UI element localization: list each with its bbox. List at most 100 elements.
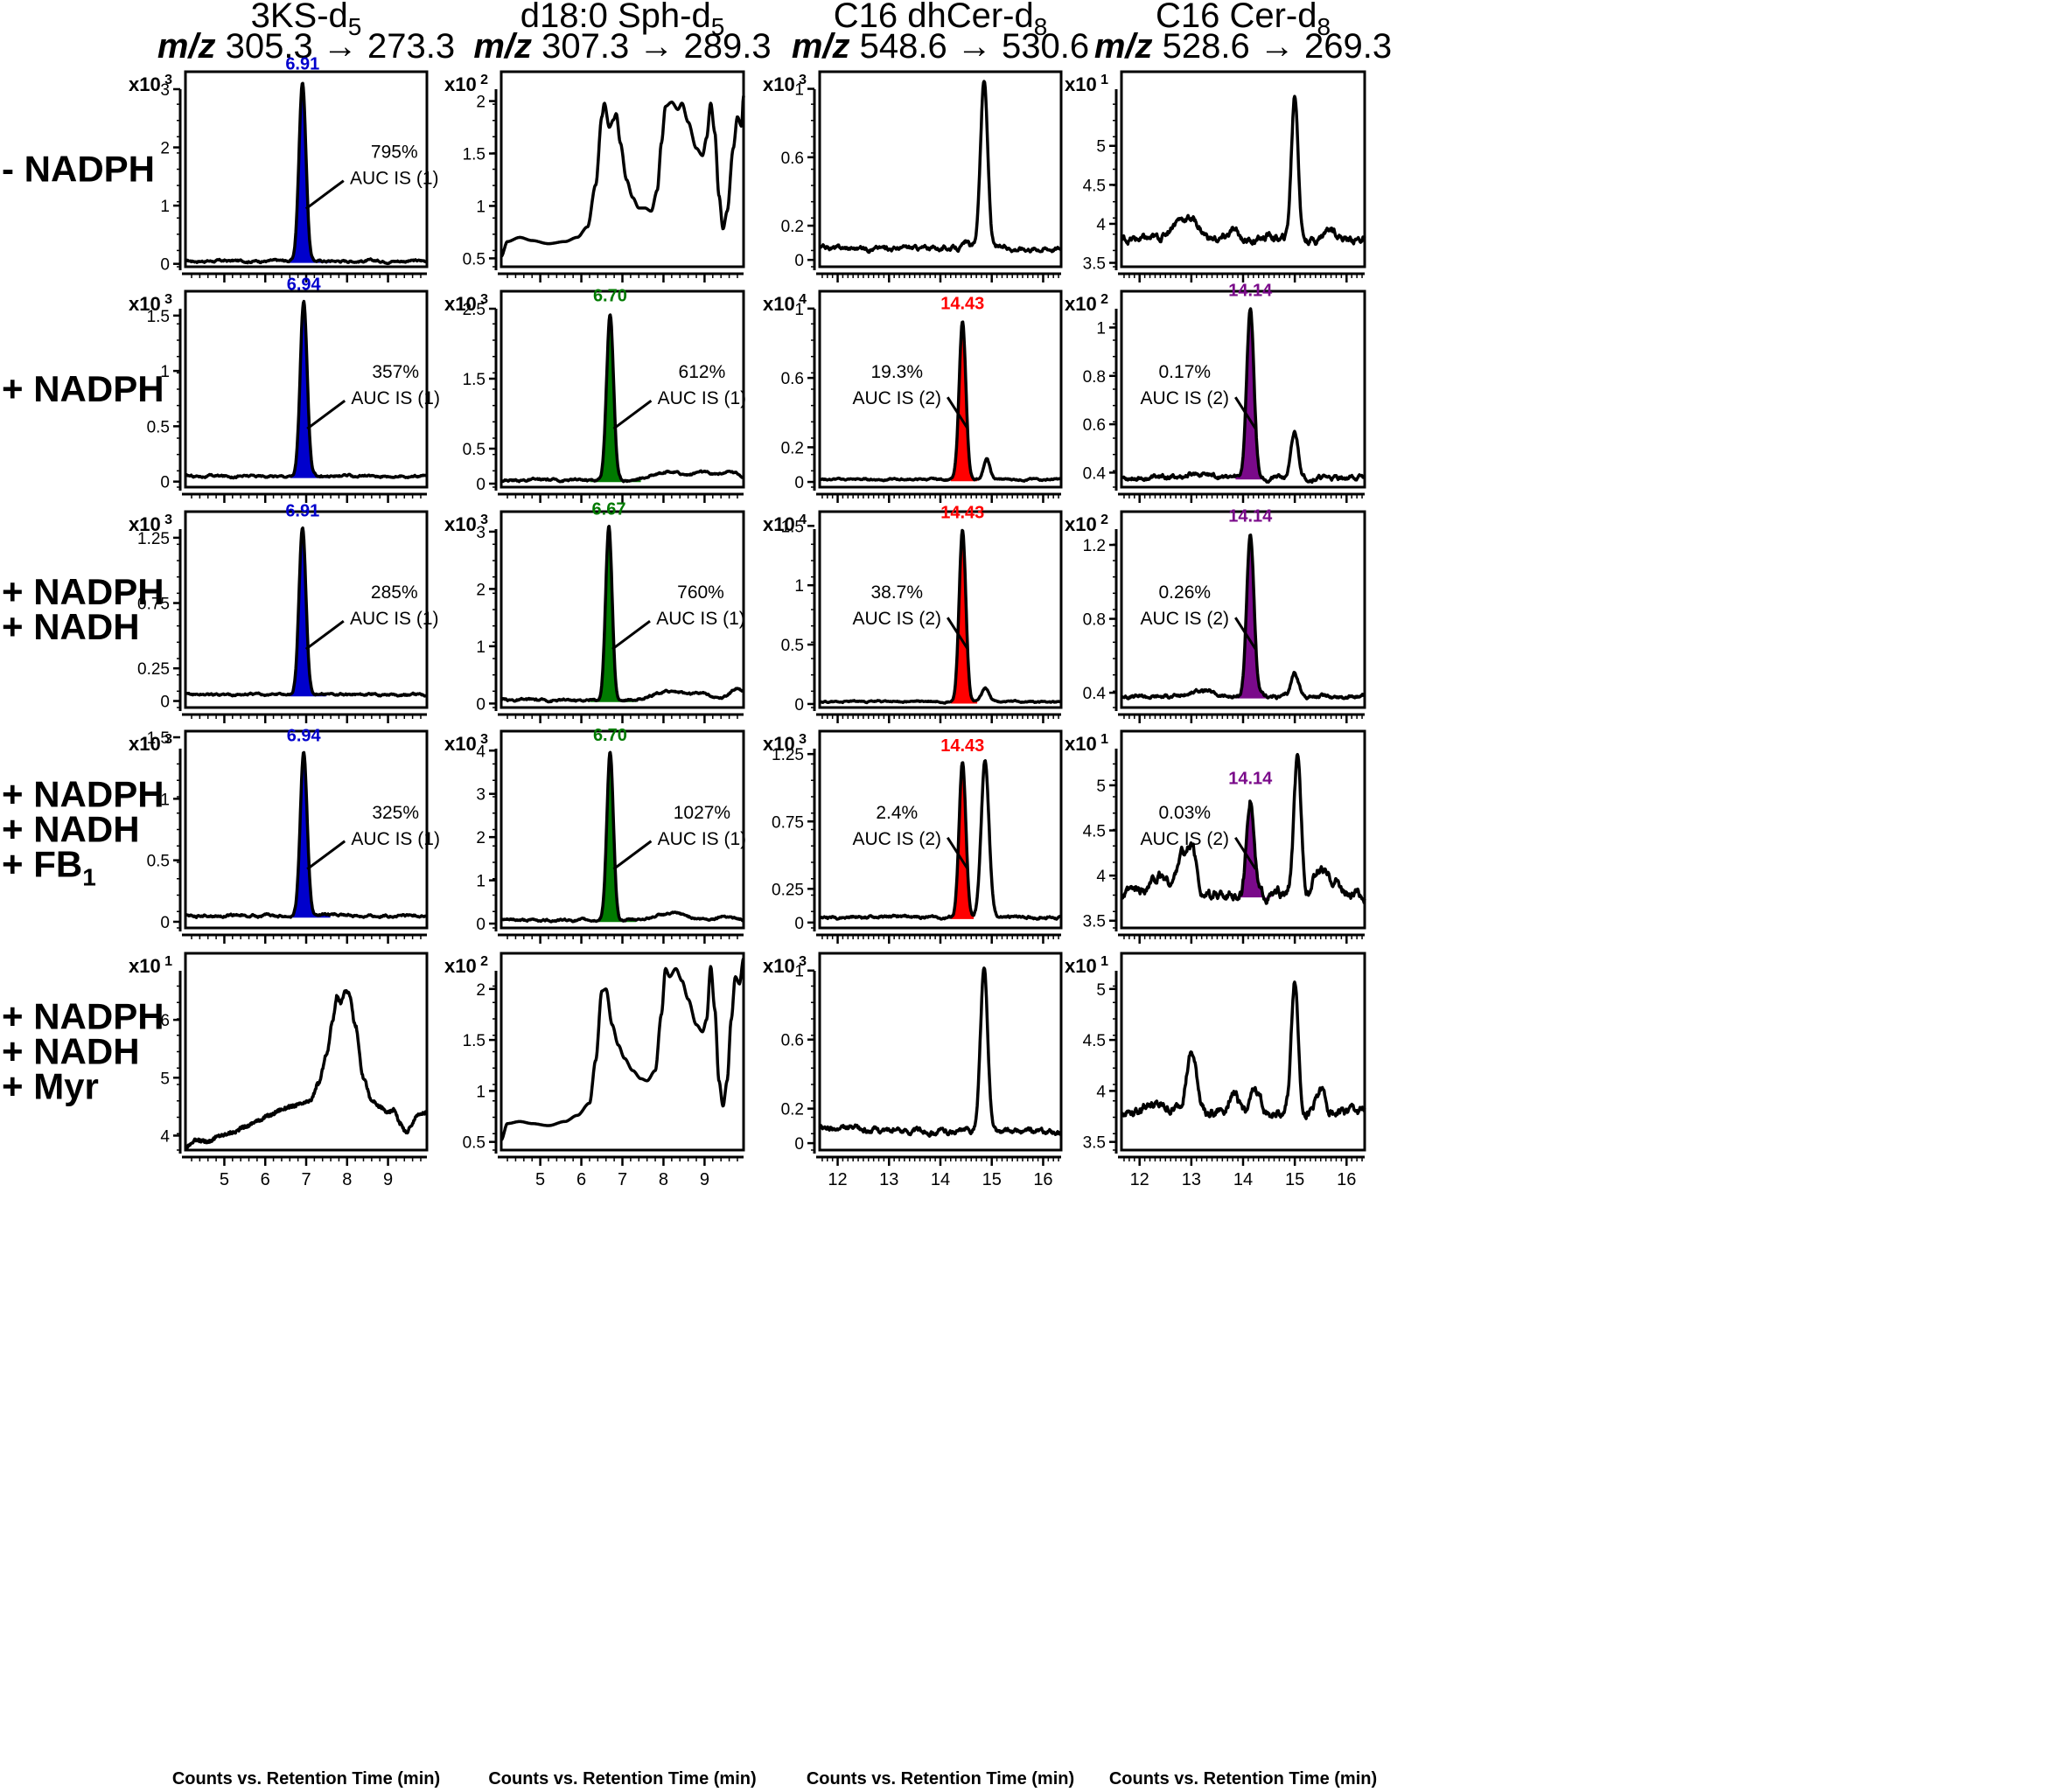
mz-label: m/z	[157, 27, 216, 66]
x-tick-label: 15	[982, 1170, 1002, 1189]
retention-time-label: 6.94	[287, 726, 322, 745]
y-multiplier-base: x10	[763, 513, 795, 535]
chromatogram-trace	[500, 95, 745, 258]
y-tick-label: 0.8	[1083, 368, 1106, 387]
y-tick-label: 0	[794, 474, 804, 492]
y-multiplier-base: x10	[763, 293, 795, 315]
y-tick-label: 4	[1096, 868, 1106, 886]
peak-area-fill	[290, 527, 326, 697]
y-tick-label: 0.8	[1083, 611, 1106, 630]
y-tick-label: 1.2	[1083, 537, 1106, 555]
y-tick-label: 1.25	[772, 746, 804, 764]
x-tick-label: 8	[659, 1170, 668, 1189]
y-multiplier-base: x10	[129, 73, 161, 95]
y-tick-label: 1	[160, 363, 170, 381]
y-multiplier: x10 1	[1065, 732, 1108, 755]
row-label: + FB1	[2, 844, 96, 891]
chromatogram-trace	[500, 313, 745, 484]
column-transition: m/z 528.6 → 269.3	[1094, 27, 1392, 66]
x-tick-label: 9	[700, 1170, 709, 1189]
auc-percent: 1027%	[674, 803, 730, 823]
y-multiplier-exponent: 3	[161, 73, 172, 87]
panel-frame	[818, 510, 1063, 709]
y-tick-label: 2	[476, 829, 486, 847]
peak-area-fill	[590, 526, 637, 702]
y-tick-label: 2	[476, 94, 486, 112]
chromatogram-trace	[500, 958, 745, 1141]
chromatogram-panel: x10 2 0.4 0.6 0.8 1 14.14 0.17% AUC IS (2)	[1065, 281, 1366, 503]
row-label-text: + NADH	[2, 1031, 140, 1072]
panel-frame	[1120, 952, 1366, 1152]
y-tick-label: 0	[794, 1135, 804, 1154]
row-label: + Myr	[2, 1066, 99, 1107]
y-tick-label: 1	[160, 791, 170, 809]
auc-percent: 795%	[371, 143, 418, 163]
row-label-text: + NADH	[2, 606, 140, 647]
auc-percent: 38.7%	[870, 582, 923, 603]
x-tick-label: 7	[618, 1170, 627, 1189]
y-tick-label: 0	[160, 474, 170, 492]
y-tick-label: 0.5	[781, 637, 804, 655]
auc-reference: AUC IS (2)	[1141, 388, 1230, 408]
x-tick-label: 9	[383, 1170, 393, 1189]
chromatogram-panel: x10 1 3.5 4 4.5 5 14.14 0.03% AUC IS (2)	[1065, 729, 1366, 944]
y-multiplier-exponent: 3	[477, 512, 488, 527]
annotation-leader-line	[306, 840, 346, 870]
y-tick-label: 1.5	[781, 518, 804, 536]
y-tick-label: 1	[476, 638, 486, 657]
y-tick-label: 5	[1096, 777, 1106, 796]
annotation-leader-line	[611, 619, 651, 651]
y-multiplier: x10 3	[444, 292, 488, 315]
x-tick-label: 16	[1337, 1170, 1356, 1189]
chromatogram-panel: x10 3 0 0.2 0.6 1	[763, 70, 1063, 282]
auc-reference: AUC IS (2)	[1141, 829, 1230, 849]
y-multiplier-exponent: 2	[1097, 292, 1108, 307]
annotation-leader-line	[304, 179, 345, 210]
auc-percent: 285%	[371, 582, 418, 603]
y-multiplier-base: x10	[1065, 955, 1097, 977]
row-label-text: + NADH	[2, 809, 140, 850]
y-tick-label: 0.4	[1083, 464, 1107, 483]
y-tick-label: 1.5	[463, 371, 486, 389]
column-title: C16 dhCer-d8	[834, 0, 1048, 40]
column-title-subscript: 8	[1034, 13, 1048, 40]
y-multiplier: x10 3	[763, 73, 807, 95]
y-tick-label: 0	[160, 256, 170, 275]
auc-reference: AUC IS (1)	[658, 388, 747, 408]
panel-frame	[184, 289, 429, 489]
mz-transition: 305.3 → 273.3	[216, 27, 456, 66]
annotation-leader-line	[304, 619, 345, 651]
y-tick-label: 1.5	[147, 308, 170, 326]
row-label: + NADH	[2, 1031, 140, 1072]
auc-reference: AUC IS (2)	[852, 609, 941, 629]
y-tick-label: 6	[160, 1012, 170, 1030]
y-multiplier-exponent: 3	[477, 732, 488, 747]
row-label-text: + NADPH	[2, 996, 164, 1037]
y-tick-label: 0	[476, 476, 486, 494]
y-tick-label: 1	[794, 963, 804, 981]
x-axis-label: Counts vs. Retention Time (min)	[488, 1769, 756, 1789]
chromatogram-trace	[184, 299, 429, 480]
chromatogram-trace	[184, 750, 429, 919]
y-multiplier-base: x10	[444, 513, 477, 535]
panel-frame	[1120, 510, 1366, 709]
y-multiplier: x10 1	[1065, 73, 1108, 95]
peak-area-fill	[1235, 534, 1267, 699]
y-multiplier: x10 2	[1065, 512, 1108, 535]
y-multiplier-exponent: 4	[795, 512, 807, 527]
y-multiplier-base: x10	[1065, 73, 1097, 95]
auc-percent: 0.17%	[1159, 362, 1212, 382]
y-multiplier-base: x10	[1065, 293, 1097, 315]
retention-time-label: 14.43	[940, 295, 984, 314]
chromatogram-trace	[500, 525, 745, 704]
y-tick-label: 2	[160, 140, 170, 158]
panel-frame	[1120, 729, 1366, 930]
x-axis-label: Counts vs. Retention Time (min)	[172, 1769, 440, 1789]
auc-percent: 0.03%	[1159, 803, 1212, 823]
annotation-leader-line	[1234, 617, 1257, 651]
y-tick-label: 0.75	[137, 596, 170, 614]
y-multiplier: x10 3	[444, 732, 488, 755]
y-tick-label: 0.5	[463, 1134, 486, 1153]
retention-time-label: 14.43	[940, 504, 984, 523]
y-tick-label: 4.5	[1083, 823, 1106, 841]
